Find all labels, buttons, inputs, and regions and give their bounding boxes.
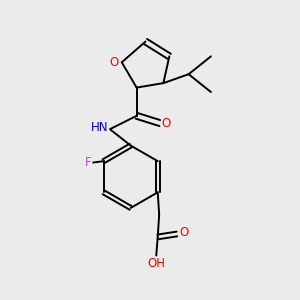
Text: O: O xyxy=(110,56,119,69)
Text: O: O xyxy=(162,117,171,130)
Text: HN: HN xyxy=(91,121,108,134)
Text: OH: OH xyxy=(147,257,165,270)
Text: O: O xyxy=(179,226,188,239)
Text: F: F xyxy=(85,156,92,169)
